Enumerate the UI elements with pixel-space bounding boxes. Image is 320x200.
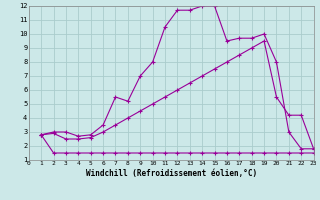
X-axis label: Windchill (Refroidissement éolien,°C): Windchill (Refroidissement éolien,°C)	[86, 169, 257, 178]
